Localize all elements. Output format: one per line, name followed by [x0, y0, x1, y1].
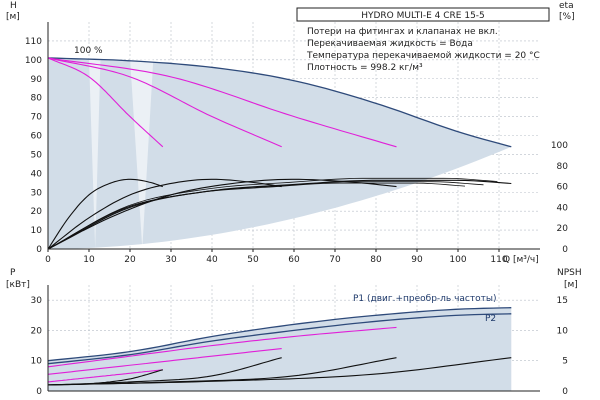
note-3: Температура перекачиваемой жидкости = 20…: [306, 51, 540, 61]
y-tick-label-right: 20: [557, 224, 569, 234]
series-eta-bundle-0: [47, 182, 466, 250]
series-eta-2-pumps: [47, 178, 282, 250]
p-tick-label: 20: [31, 326, 43, 336]
y-tick-label-right: 0: [562, 245, 568, 255]
top-envelope-wedge-0: [89, 57, 101, 249]
top-series: [47, 57, 512, 250]
y-axis-label-npsh: NPSH: [557, 268, 582, 278]
top-envelope-wedge-1: [130, 57, 154, 249]
p-tick-label: 10: [31, 357, 43, 367]
y-axis-label-h: H: [10, 1, 17, 11]
series-P2-max: [47, 313, 512, 365]
note-4: Плотность = 998.2 кг/м³: [307, 63, 423, 73]
y-axis-unit-p: [кВт]: [6, 280, 30, 290]
y-axis-label-eta: eta: [559, 1, 574, 11]
series-H-1-pump: [47, 57, 164, 148]
series-P-3-pumps: [47, 326, 397, 368]
series-H-2-pumps: [47, 57, 282, 148]
series-NPSH-max: [47, 357, 512, 386]
x-tick-label: 100: [449, 255, 466, 265]
p-tick-label: 0: [36, 387, 42, 397]
series-eta-bundle-2: [47, 177, 498, 250]
p2-label: P2: [485, 314, 496, 324]
y-tick-label-left: 30: [31, 188, 43, 198]
x-tick-label: 50: [247, 255, 259, 265]
percent-label: 100 %: [74, 46, 103, 56]
y-tick-label-right: 40: [557, 203, 569, 213]
y-tick-label-left: 100: [25, 56, 42, 66]
bottom-axes: 0 10 20 30 0 5 10 15: [31, 285, 569, 397]
y-tick-label-right: 100: [551, 141, 568, 151]
series-eta-1-pump: [47, 178, 163, 250]
y-tick-label-left: 70: [31, 113, 43, 123]
y-tick-label-right: 60: [557, 183, 569, 193]
y-tick-label-left: 10: [31, 226, 43, 236]
series-P-1-pump: [47, 369, 163, 383]
top-envelope-area: [48, 57, 512, 250]
npsh-tick-label: 5: [562, 357, 568, 367]
series-H-max: [47, 57, 512, 148]
x-tick-label: 10: [83, 255, 95, 265]
x-tick-label: 0: [45, 255, 51, 265]
series-P-2-pumps: [47, 348, 282, 375]
note-1: Потери на фитингах и клапанах не вкл.: [307, 27, 498, 37]
x-axis-label: Q [м³/ч]: [503, 255, 539, 265]
series-eta-max: [47, 179, 512, 250]
y-tick-label-left: 0: [36, 245, 42, 255]
x-tick-label: 20: [124, 255, 136, 265]
x-tick-label: 70: [329, 255, 341, 265]
x-tick-label: 90: [411, 255, 423, 265]
y-tick-label-left: 50: [31, 150, 43, 160]
npsh-tick-label: 0: [562, 387, 568, 397]
npsh-tick-label: 10: [557, 326, 569, 336]
x-tick-label: 80: [370, 255, 382, 265]
y-tick-label-left: 60: [31, 132, 43, 142]
chart-title: HYDRO MULTI-E 4 CRE 15-5: [361, 11, 485, 21]
top-envelope: [48, 57, 512, 250]
y-tick-label-left: 80: [31, 94, 43, 104]
x-tick-label: 60: [288, 255, 300, 265]
y-tick-label-right: 80: [557, 162, 569, 172]
x-tick-label: 40: [206, 255, 218, 265]
y-axis-unit-h: [м]: [6, 12, 20, 22]
y-tick-label-left: 110: [25, 37, 42, 47]
x-tick-label: 110: [490, 255, 507, 265]
y-axis-label-p: P: [10, 268, 16, 278]
series-H-3-pumps: [47, 57, 397, 148]
y-axis-unit-eta: [%]: [559, 12, 575, 22]
bottom-series: [47, 307, 512, 386]
series-eta-bundle-1: [47, 181, 484, 250]
p1-label: P1 (двиг.+преобр-ль частоты): [353, 294, 497, 304]
npsh-tick-label: 15: [557, 296, 568, 306]
y-tick-label-left: 20: [31, 207, 43, 217]
y-axis-unit-npsh: [м]: [564, 280, 578, 290]
note-2: Перекачиваемая жидкость = Вода: [307, 39, 473, 49]
p-tick-label: 30: [31, 296, 43, 306]
series-P1-max: [47, 307, 512, 362]
y-tick-label-left: 40: [31, 169, 43, 179]
y-tick-label-left: 90: [31, 75, 43, 85]
top-axes: 0 10 20 30 40 50 60 70 80 90 100 110 0 10 20 30 40 50 60 70…: [25, 22, 568, 265]
title-box: [296, 7, 550, 22]
x-tick-label: 30: [165, 255, 177, 265]
